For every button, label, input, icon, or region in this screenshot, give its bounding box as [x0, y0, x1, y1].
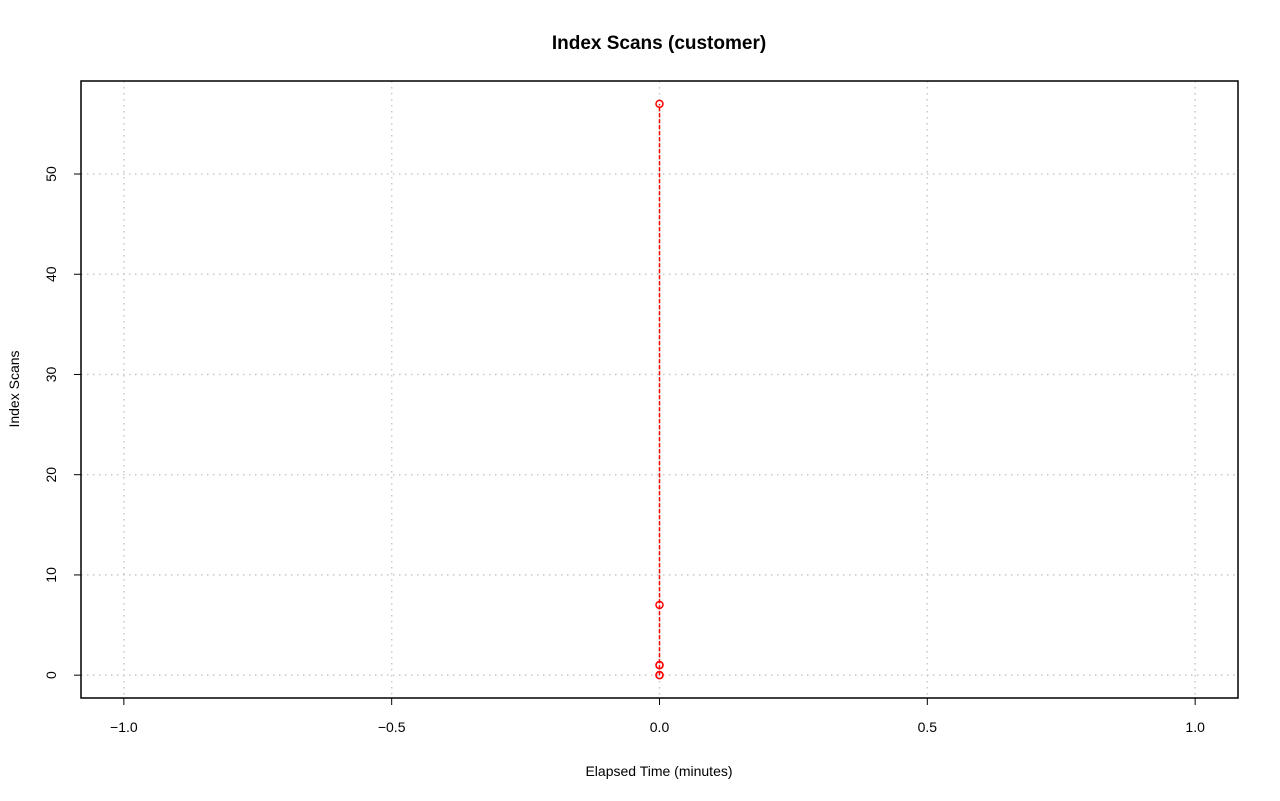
y-tick-label: 50	[43, 166, 59, 182]
y-tick-label: 30	[43, 366, 59, 382]
y-axis-label: Index Scans	[6, 350, 22, 427]
y-tick-label: 10	[43, 567, 59, 583]
x-tick-label: −1.0	[110, 719, 138, 735]
x-tick-label: 0.5	[918, 719, 938, 735]
data-point	[655, 600, 664, 610]
x-tick-label: −0.5	[378, 719, 406, 735]
series-layer	[655, 99, 664, 680]
x-tick-label: 1.0	[1185, 719, 1205, 735]
x-tick-label: 0.0	[650, 719, 670, 735]
x-axis: −1.0 −0.5 0.0 0.5 1.0	[110, 697, 1205, 735]
data-point	[655, 660, 664, 670]
data-point	[655, 99, 664, 109]
data-point	[655, 670, 664, 680]
x-axis-label: Elapsed Time (minutes)	[585, 763, 732, 779]
y-tick-label: 0	[43, 671, 59, 679]
y-tick-label: 40	[43, 266, 59, 282]
y-tick-label: 20	[43, 467, 59, 483]
grid-lines	[81, 81, 1238, 698]
y-axis: 0 10 20 30 40 50	[43, 166, 82, 679]
chart-title: Index Scans (customer)	[552, 33, 766, 54]
